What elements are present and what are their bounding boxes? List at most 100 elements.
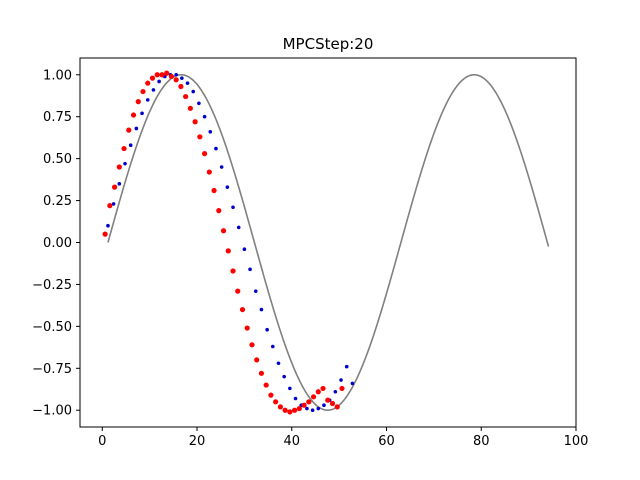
y-tick-label: −1.00 (32, 404, 72, 419)
data-point (151, 88, 156, 92)
data-point (288, 386, 292, 391)
data-point (301, 402, 307, 408)
y-tick-label: −0.50 (32, 320, 72, 335)
data-point (276, 361, 281, 366)
data-point (140, 88, 146, 95)
data-point (121, 145, 127, 152)
data-point (178, 83, 184, 90)
data-point (173, 77, 179, 83)
data-point (339, 385, 345, 392)
data-point (157, 79, 161, 84)
chart-title: MPCStep:20 (283, 35, 374, 53)
series-1 (102, 70, 345, 415)
data-point (239, 306, 246, 313)
data-point (192, 119, 198, 125)
data-point (107, 203, 113, 209)
data-point (216, 208, 222, 214)
data-point (296, 405, 302, 412)
data-point (329, 400, 336, 407)
x-tick-label: 0 (98, 434, 106, 449)
data-point (315, 389, 321, 395)
series-0 (106, 72, 355, 413)
data-point (273, 399, 279, 405)
data-point (320, 385, 326, 392)
y-tick-label: 1.00 (43, 68, 72, 83)
data-point (123, 161, 127, 166)
data-point (220, 228, 227, 234)
data-point (183, 93, 189, 100)
data-point (244, 325, 250, 331)
data-point (219, 165, 224, 169)
reference-curve-layer (107, 73, 550, 412)
data-point (258, 370, 265, 376)
data-point (310, 408, 315, 413)
data-point (316, 406, 321, 411)
data-point (117, 182, 122, 186)
x-axis: 0 20 40 60 80 100 (98, 427, 588, 449)
data-point (292, 407, 298, 413)
x-tick-label: 100 (564, 434, 589, 449)
data-point (225, 248, 231, 254)
data-point (174, 72, 178, 77)
data-point (128, 143, 133, 148)
data-point (249, 342, 255, 348)
y-tick-label: −0.25 (32, 278, 72, 293)
data-point (135, 99, 141, 105)
x-tick-label: 20 (189, 434, 206, 449)
data-point (211, 187, 217, 194)
data-point (134, 126, 139, 131)
data-point (265, 327, 269, 332)
data-point (287, 409, 293, 415)
data-point (242, 247, 247, 252)
data-point (111, 202, 116, 206)
data-point (206, 169, 212, 175)
data-point (271, 344, 275, 349)
data-point (126, 127, 132, 133)
x-tick-label: 40 (283, 434, 300, 449)
data-point (197, 134, 203, 140)
data-point (149, 75, 156, 81)
data-point (344, 364, 349, 369)
x-tick-label: 60 (378, 434, 395, 449)
data-point (236, 225, 241, 230)
data-point (231, 205, 235, 210)
data-point (254, 357, 260, 363)
data-point (180, 76, 184, 80)
y-tick-label: 0.75 (43, 110, 72, 125)
data-point (159, 72, 165, 78)
data-point (305, 406, 309, 411)
data-point (339, 378, 343, 382)
data-point (230, 268, 236, 274)
y-tick-label: 0.25 (43, 194, 72, 209)
data-point (268, 392, 274, 398)
data-point (282, 374, 286, 379)
data-point (277, 404, 283, 410)
data-point (202, 114, 207, 119)
data-point (187, 105, 193, 111)
y-axis: −1.00 −0.75 −0.50 −0.25 0.00 0.25 0.50 0.75 1.00 (32, 68, 80, 419)
data-point (116, 164, 122, 170)
data-point (248, 267, 252, 272)
data-point (197, 101, 201, 106)
data-point (130, 112, 137, 118)
data-point (225, 185, 230, 189)
data-point (164, 70, 170, 76)
data-point (293, 396, 298, 401)
data-point (145, 98, 150, 102)
data-point (208, 130, 213, 134)
data-point (140, 111, 144, 116)
data-point (201, 151, 208, 157)
data-point (145, 80, 151, 86)
data-point (154, 72, 160, 78)
data-point (106, 223, 110, 228)
y-tick-label: 0.50 (43, 152, 72, 167)
data-point (306, 399, 312, 405)
data-point (235, 288, 241, 294)
y-tick-label: 0.00 (43, 236, 72, 251)
data-point (191, 89, 196, 94)
data-point (310, 394, 317, 400)
data-point (111, 184, 118, 190)
